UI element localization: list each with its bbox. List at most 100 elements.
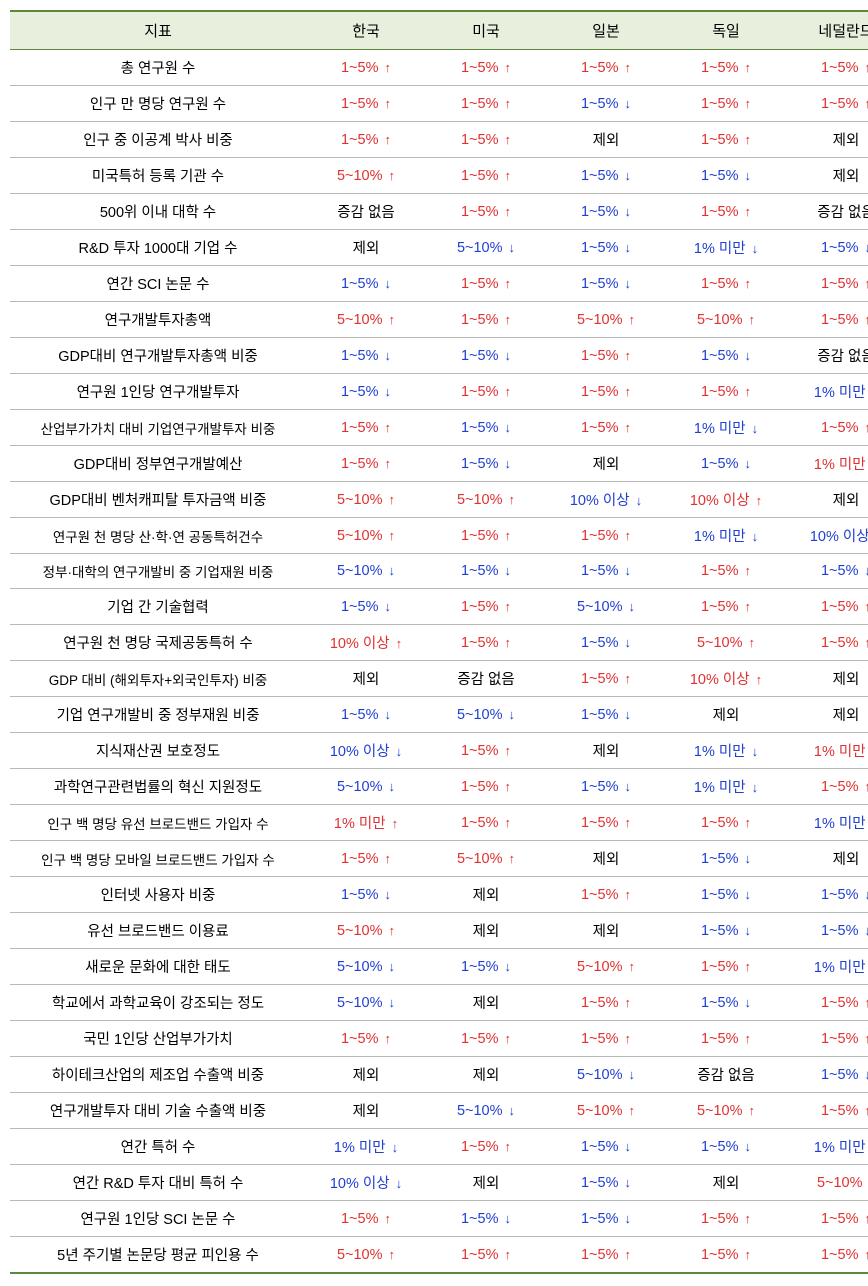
cell-text: 1~5%	[461, 779, 499, 795]
cell-text: 1~5%	[821, 995, 859, 1011]
cell-text: 제외	[353, 672, 380, 688]
table-row: 지식재산권 보호정도10% 이상 ↓1~5% ↑제외1% 미만 ↓1% 미만 ↑	[10, 733, 868, 769]
cell-text: 1~5%	[821, 240, 859, 256]
table-row: 학교에서 과학교육이 강조되는 정도5~10% ↓제외1~5% ↑1~5% ↓1…	[10, 985, 868, 1021]
arrow-up-icon: ↑	[505, 60, 512, 75]
cell-text: 1~5%	[701, 276, 739, 292]
cell-text: 증감 없음	[457, 672, 514, 688]
arrow-down-icon: ↓	[745, 995, 752, 1010]
cell-value: 1~5% ↑	[306, 86, 426, 122]
table-row: 미국특허 등록 기관 수5~10% ↑1~5% ↑1~5% ↓1~5% ↓제외	[10, 158, 868, 194]
cell-value: 1~5% ↑	[306, 410, 426, 446]
cell-text: 1~5%	[341, 348, 379, 364]
cell-value: 1~5% ↑	[666, 266, 786, 302]
indicator-label: 유선 브로드밴드 이용료	[10, 913, 306, 949]
cell-text: 1~5%	[701, 1031, 739, 1047]
indicator-label: 인구 중 이공계 박사 비중	[10, 122, 306, 158]
table-row: 연구원 천 명당 국제공동특허 수10% 이상 ↑1~5% ↑1~5% ↓5~1…	[10, 625, 868, 661]
cell-text: 1~5%	[701, 959, 739, 975]
cell-value: 제외	[426, 1165, 546, 1201]
cell-text: 1~5%	[821, 779, 859, 795]
cell-text: 5~10%	[577, 959, 623, 975]
cell-value: 10% 이상 ↓	[786, 518, 868, 554]
cell-text: 제외	[833, 672, 860, 688]
cell-value: 5~10% ↓	[546, 589, 666, 625]
arrow-down-icon: ↓	[385, 384, 392, 399]
cell-value: 5~10% ↓	[426, 1093, 546, 1129]
cell-text: 1~5%	[341, 96, 379, 112]
arrow-down-icon: ↓	[385, 276, 392, 291]
cell-text: 1~5%	[701, 563, 739, 579]
cell-value: 제외	[546, 446, 666, 482]
cell-value: 1~5% ↓	[426, 949, 546, 985]
indicator-label: 미국특허 등록 기관 수	[10, 158, 306, 194]
table-row: GDP대비 연구개발투자총액 비중1~5% ↓1~5% ↓1~5% ↑1~5% …	[10, 338, 868, 374]
cell-value: 5~10% ↓	[306, 769, 426, 805]
arrow-up-icon: ↑	[745, 204, 752, 219]
cell-value: 1~5% ↑	[786, 302, 868, 338]
arrow-down-icon: ↓	[385, 599, 392, 614]
cell-text: 1~5%	[821, 1211, 859, 1227]
arrow-up-icon: ↑	[629, 959, 636, 974]
cell-value: 1~5% ↑	[666, 374, 786, 410]
cell-value: 1~5% ↑	[426, 1237, 546, 1274]
cell-text: 1~5%	[701, 384, 739, 400]
cell-value: 제외	[306, 1057, 426, 1093]
cell-text: 1~5%	[581, 779, 619, 795]
cell-text: 1~5%	[701, 851, 739, 867]
cell-value: 5~10% ↓	[546, 1057, 666, 1093]
cell-value: 1~5% ↑	[786, 769, 868, 805]
table-row: 유선 브로드밴드 이용료5~10% ↑제외제외1~5% ↓1~5% ↓	[10, 913, 868, 949]
cell-text: 제외	[473, 924, 500, 940]
table-row: GDP 대비 (해외투자+외국인투자) 비중제외증감 없음1~5% ↑10% 이…	[10, 661, 868, 697]
cell-text: 1~5%	[581, 96, 619, 112]
cell-text: 1~5%	[461, 815, 499, 831]
arrow-down-icon: ↓	[505, 456, 512, 471]
cell-text: 1~5%	[701, 204, 739, 220]
arrow-up-icon: ↑	[396, 636, 403, 651]
cell-value: 1~5% ↓	[546, 230, 666, 266]
table-row: 500위 이내 대학 수증감 없음1~5% ↑1~5% ↓1~5% ↑증감 없음	[10, 194, 868, 230]
arrow-down-icon: ↓	[625, 204, 632, 219]
cell-value: 1~5% ↑	[306, 446, 426, 482]
cell-text: 1% 미만	[694, 780, 746, 796]
arrow-up-icon: ↑	[505, 132, 512, 147]
cell-value: 1% 미만 ↓	[666, 733, 786, 769]
cell-text: 5~10%	[817, 1175, 863, 1191]
cell-value: 1~5% ↑	[786, 266, 868, 302]
cell-value: 증감 없음	[666, 1057, 786, 1093]
cell-text: 제외	[353, 1104, 380, 1120]
cell-text: 제외	[833, 133, 860, 149]
cell-value: 1~5% ↑	[426, 625, 546, 661]
cell-text: 1% 미만	[814, 385, 866, 401]
cell-text: 1~5%	[461, 312, 499, 328]
cell-value: 1~5% ↑	[666, 122, 786, 158]
cell-text: 1~5%	[461, 420, 499, 436]
indicator-label: 500위 이내 대학 수	[10, 194, 306, 230]
indicator-label: 인터넷 사용자 비중	[10, 877, 306, 913]
header-korea: 한국	[306, 11, 426, 50]
arrow-down-icon: ↓	[745, 456, 752, 471]
cell-text: 1~5%	[581, 887, 619, 903]
cell-text: 제외	[833, 169, 860, 185]
cell-value: 1~5% ↑	[666, 194, 786, 230]
table-row: 기업 연구개발비 중 정부재원 비중1~5% ↓5~10% ↓1~5% ↓제외제…	[10, 697, 868, 733]
arrow-up-icon: ↑	[865, 276, 868, 291]
arrow-down-icon: ↓	[745, 348, 752, 363]
cell-value: 10% 이상 ↓	[306, 1165, 426, 1201]
arrow-down-icon: ↓	[505, 348, 512, 363]
cell-value: 1~5% ↓	[306, 589, 426, 625]
arrow-up-icon: ↑	[625, 887, 632, 902]
indicator-label: 연구개발투자총액	[10, 302, 306, 338]
cell-value: 1~5% ↑	[426, 733, 546, 769]
arrow-down-icon: ↓	[509, 240, 516, 255]
cell-value: 제외	[546, 122, 666, 158]
indicator-label: 연구원 1인당 연구개발투자	[10, 374, 306, 410]
arrow-up-icon: ↑	[505, 635, 512, 650]
cell-text: 1% 미만	[694, 421, 746, 437]
cell-value: 1~5% ↑	[666, 50, 786, 86]
arrow-up-icon: ↑	[509, 851, 516, 866]
table-row: 연구원 천 명당 산·학·연 공동특허건수5~10% ↑1~5% ↑1~5% ↑…	[10, 518, 868, 554]
cell-value: 1~5% ↓	[546, 625, 666, 661]
cell-value: 1~5% ↓	[546, 697, 666, 733]
